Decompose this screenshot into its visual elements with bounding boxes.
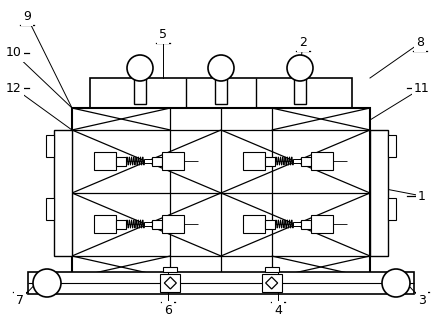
Bar bbox=[163, 267, 177, 272]
Bar bbox=[244, 215, 265, 233]
Bar bbox=[265, 220, 276, 229]
Text: 1: 1 bbox=[418, 190, 426, 203]
Circle shape bbox=[382, 269, 410, 297]
Bar bbox=[244, 152, 265, 170]
Text: 7: 7 bbox=[16, 293, 24, 307]
Bar bbox=[388, 135, 396, 157]
Circle shape bbox=[127, 55, 153, 81]
Circle shape bbox=[287, 55, 313, 81]
Bar bbox=[152, 157, 163, 166]
Text: 8: 8 bbox=[416, 37, 424, 49]
Bar bbox=[163, 215, 184, 233]
Text: 3: 3 bbox=[418, 293, 426, 307]
Bar bbox=[72, 108, 370, 278]
Bar bbox=[163, 152, 184, 170]
Text: 2: 2 bbox=[299, 37, 307, 49]
Bar bbox=[294, 222, 302, 226]
Bar bbox=[215, 78, 227, 104]
Bar bbox=[388, 198, 396, 220]
Bar bbox=[262, 274, 282, 292]
Text: 9: 9 bbox=[23, 11, 31, 23]
Bar bbox=[302, 157, 311, 166]
Bar bbox=[311, 215, 334, 233]
Bar bbox=[265, 157, 276, 166]
Bar bbox=[163, 272, 177, 278]
Text: 5: 5 bbox=[159, 29, 167, 41]
Bar bbox=[117, 220, 127, 229]
Bar bbox=[94, 152, 117, 170]
Bar bbox=[117, 157, 127, 166]
Bar bbox=[28, 272, 414, 294]
Text: 6: 6 bbox=[164, 303, 172, 316]
Text: 10: 10 bbox=[6, 46, 22, 60]
Text: 12: 12 bbox=[6, 82, 22, 94]
Bar bbox=[152, 220, 163, 229]
Bar bbox=[264, 267, 279, 272]
Bar bbox=[264, 272, 279, 278]
Circle shape bbox=[33, 269, 61, 297]
Bar bbox=[54, 130, 72, 256]
Bar bbox=[46, 135, 54, 157]
Bar bbox=[302, 220, 311, 229]
Bar bbox=[294, 78, 306, 104]
Text: 11: 11 bbox=[414, 82, 430, 94]
Bar bbox=[160, 274, 180, 292]
Bar bbox=[370, 130, 388, 256]
Bar bbox=[294, 159, 302, 163]
Bar bbox=[94, 215, 117, 233]
Bar bbox=[46, 198, 54, 220]
Text: 4: 4 bbox=[274, 303, 282, 316]
Bar bbox=[90, 78, 352, 108]
Circle shape bbox=[208, 55, 234, 81]
Bar bbox=[134, 78, 146, 104]
Bar bbox=[144, 222, 152, 226]
Bar bbox=[144, 159, 152, 163]
Bar bbox=[311, 152, 334, 170]
